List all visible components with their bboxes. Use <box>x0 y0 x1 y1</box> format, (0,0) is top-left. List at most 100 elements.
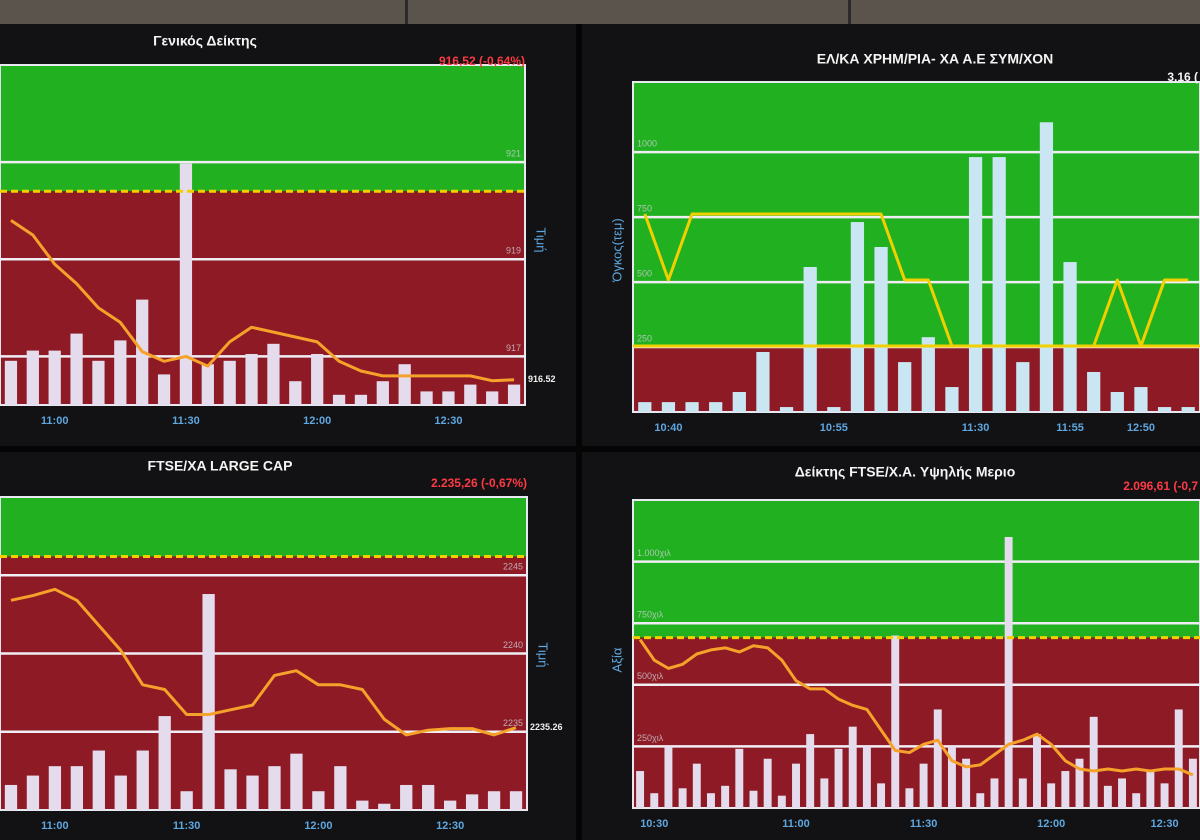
bar <box>311 354 324 405</box>
bar <box>1174 709 1183 808</box>
x-tick-label: 12:30 <box>436 820 464 832</box>
bar <box>806 734 815 808</box>
x-tick-label: 12:30 <box>1150 818 1178 830</box>
x-tick-label: 11:00 <box>41 820 69 832</box>
bar <box>92 360 105 405</box>
bar <box>921 337 935 412</box>
wall <box>0 0 1200 24</box>
x-tick-label: 12:00 <box>1037 818 1065 830</box>
bar <box>180 791 193 810</box>
y-tick-label: 2240 <box>503 640 523 650</box>
chart-title: FTSE/XA LARGE CAP <box>148 458 293 474</box>
y-tick-label: 500 <box>637 268 652 278</box>
zone-below <box>0 556 527 810</box>
axis-label: Αξία <box>609 647 624 672</box>
y-tick-label: 750 <box>637 203 652 213</box>
bar <box>638 402 652 412</box>
bar <box>976 793 985 808</box>
bar <box>356 800 369 810</box>
bar <box>820 778 829 808</box>
chart-title: Δείκτης FTSE/X.A. Υψηλής Μεριο <box>795 464 1016 480</box>
axis-label: Τιμή <box>536 642 551 667</box>
bar <box>70 766 84 810</box>
bar <box>650 793 659 808</box>
price-line <box>643 212 1189 348</box>
wall-seam <box>405 0 408 24</box>
bar <box>48 350 61 405</box>
bar <box>792 763 800 808</box>
bar <box>848 726 857 808</box>
bar <box>92 750 105 810</box>
bar <box>157 374 171 405</box>
x-tick-label: 12:30 <box>434 415 462 427</box>
bar <box>224 769 237 810</box>
bar <box>4 360 18 405</box>
bar <box>354 394 368 405</box>
bar <box>290 753 303 810</box>
bar <box>968 157 983 412</box>
y-tick-label: 1.000χιλ <box>637 548 671 558</box>
bar <box>1118 778 1127 808</box>
bar <box>1188 758 1197 808</box>
bar <box>827 407 841 412</box>
bar <box>905 788 914 808</box>
bar <box>378 803 391 810</box>
x-tick-label: 11:00 <box>782 818 810 830</box>
bar <box>442 391 455 405</box>
y-tick-label: 250 <box>637 333 652 343</box>
x-tick-label: 11:30 <box>910 818 938 830</box>
bar <box>803 267 817 412</box>
zone-below <box>0 191 525 405</box>
bar <box>1033 734 1041 808</box>
bar <box>947 746 956 808</box>
y-tick-label: 2245 <box>503 562 523 572</box>
bar <box>1160 783 1169 808</box>
y-tick-label: 250χιλ <box>637 733 664 743</box>
bar <box>945 387 959 412</box>
chart-title: ΕΛ/ΚΑ ΧΡΗΜ/ΡΙΑ- ΧΑ Α.Ε ΣΥΜ/ΧΟΝ <box>817 51 1054 67</box>
bar <box>777 795 786 808</box>
bar <box>735 748 744 808</box>
price-line <box>10 587 517 737</box>
bar <box>376 381 389 405</box>
x-tick-label: 11:30 <box>172 415 200 427</box>
bar <box>289 381 302 405</box>
bar <box>202 594 215 810</box>
bar <box>114 775 127 810</box>
bar <box>732 391 746 412</box>
bar <box>179 163 193 405</box>
x-tick-label: 11:00 <box>41 415 69 427</box>
bar <box>706 793 715 808</box>
bar <box>246 775 259 810</box>
bezel <box>576 24 582 840</box>
y-tick-label: 750χιλ <box>637 610 664 620</box>
bezel <box>0 446 1200 452</box>
bar <box>1132 793 1141 808</box>
bar <box>661 402 676 412</box>
bar <box>1018 778 1027 808</box>
bar <box>465 794 479 810</box>
bar <box>398 364 411 405</box>
bar <box>1047 783 1056 808</box>
bar <box>1061 771 1070 808</box>
x-tick-label: 12:00 <box>304 820 332 832</box>
bar <box>891 635 900 808</box>
bar <box>114 340 127 405</box>
plot-frame <box>0 64 526 406</box>
bar <box>443 800 457 810</box>
bar <box>877 783 886 808</box>
y-tick-label: 2235 <box>503 718 523 728</box>
chart-title: Γενικός Δείκτης <box>153 33 257 49</box>
zone-below <box>633 346 1200 412</box>
bar <box>420 391 433 405</box>
bar <box>267 343 280 405</box>
zone-above <box>0 65 525 192</box>
change-label: 916,52 (-0,64%) <box>439 54 525 68</box>
bar <box>933 709 942 808</box>
zone-above <box>0 497 527 557</box>
bar <box>992 157 1006 412</box>
bar <box>158 716 171 810</box>
bar <box>1004 536 1013 808</box>
